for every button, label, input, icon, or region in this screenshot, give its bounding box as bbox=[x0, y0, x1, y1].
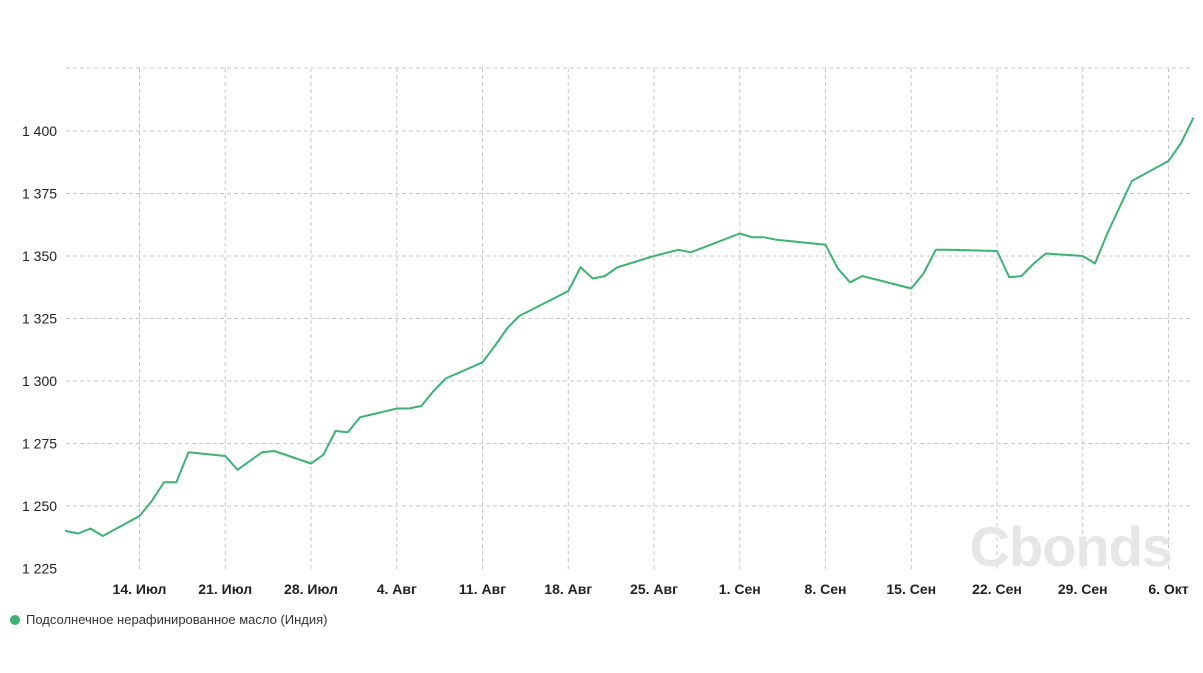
legend-marker-icon bbox=[10, 614, 20, 625]
legend-item[interactable]: Подсолнечное нерафинированное масло (Инд… bbox=[10, 612, 328, 627]
x-tick-label: 18. Авг bbox=[544, 581, 592, 597]
series-layer bbox=[65, 117, 1194, 537]
x-tick-label: 29. Сен bbox=[1058, 581, 1108, 597]
y-tick-label: 1 400 bbox=[22, 123, 57, 139]
watermark: Cbonds bbox=[970, 515, 1172, 578]
y-axis-ticks: 1 225 1 250 1 275 1 300 1 325 1 350 1 375 1 400 bbox=[22, 123, 57, 577]
x-tick-label: 8. Сен bbox=[805, 581, 847, 597]
x-tick-label: 22. Сен bbox=[972, 581, 1022, 597]
x-tick-label: 6. Окт bbox=[1148, 581, 1188, 597]
y-tick-label: 1 225 bbox=[22, 561, 57, 577]
y-tick-label: 1 325 bbox=[22, 311, 57, 327]
x-tick-label: 14. Июл bbox=[113, 581, 167, 597]
y-tick-label: 1 350 bbox=[22, 248, 57, 264]
y-tick-label: 1 250 bbox=[22, 498, 57, 514]
grid-lines bbox=[66, 67, 1193, 572]
x-tick-label: 25. Авг bbox=[630, 581, 678, 597]
y-tick-label: 1 275 bbox=[22, 436, 57, 452]
x-tick-label: 15. Сен bbox=[886, 581, 936, 597]
x-axis-ticks: 14. Июл 21. Июл 28. Июл 4. Авг 11. Авг 18. Ав… bbox=[113, 581, 1189, 597]
x-tick-label: 1. Сен bbox=[719, 581, 761, 597]
x-tick-label: 11. Авг bbox=[459, 581, 506, 597]
y-tick-label: 1 375 bbox=[22, 186, 57, 202]
x-tick-label: 4. Авг bbox=[377, 581, 417, 597]
y-tick-label: 1 300 bbox=[22, 373, 57, 389]
x-tick-label: 28. Июл bbox=[284, 581, 338, 597]
series-line[interactable] bbox=[65, 117, 1194, 537]
x-tick-label: 21. Июл bbox=[198, 581, 252, 597]
legend-label: Подсолнечное нерафинированное масло (Инд… bbox=[26, 612, 328, 627]
